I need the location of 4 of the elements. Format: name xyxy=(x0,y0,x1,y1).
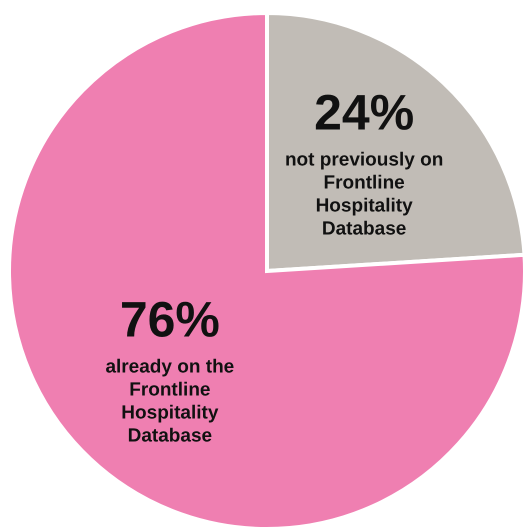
slice-label: already on the Frontline Hospitality Database xyxy=(105,356,234,446)
data-label: 76% xyxy=(120,291,220,348)
data-label: 24% xyxy=(314,84,414,141)
slice-label: not previously on Frontline Hospitality Database xyxy=(284,150,444,240)
